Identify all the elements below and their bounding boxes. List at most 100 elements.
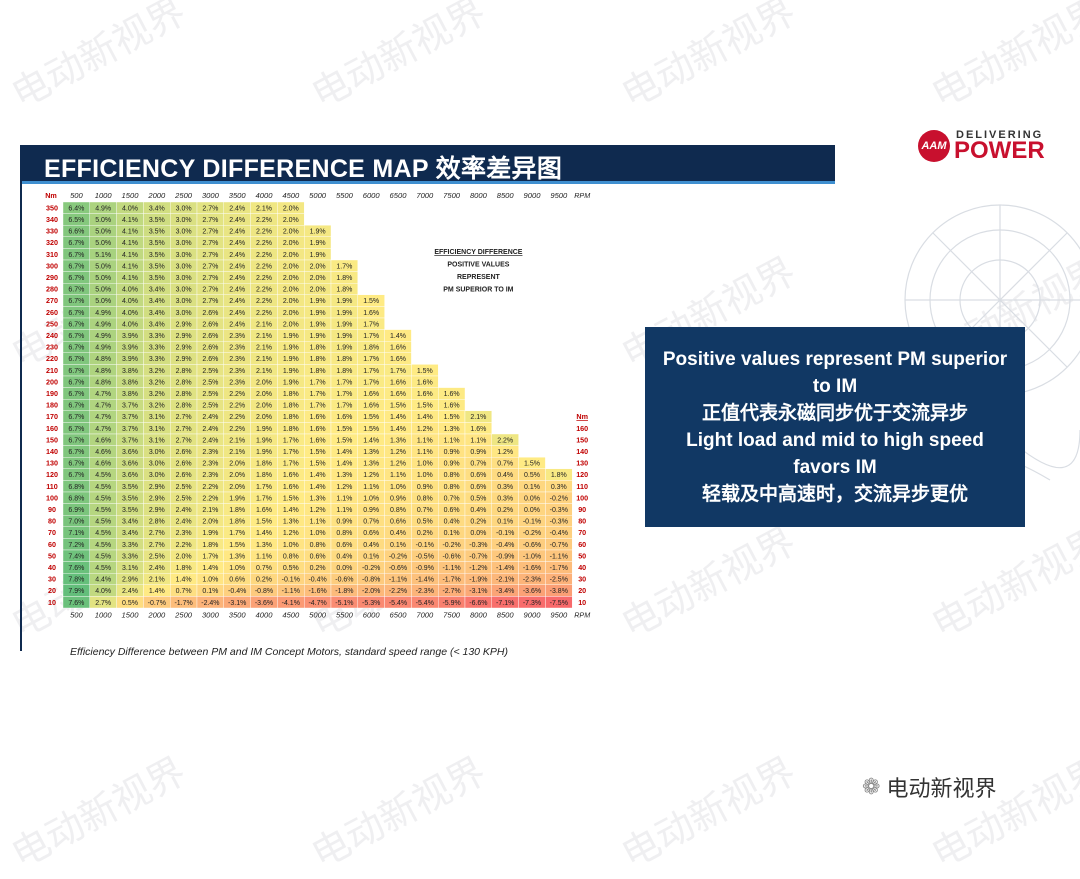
cell-value: 1.6% [310,414,326,421]
cell-value: 3.4% [122,530,138,537]
cell-value: 1.2% [417,426,433,433]
cell-value: 1.0% [390,484,406,491]
cell-value: 1.5% [310,449,326,456]
cell-value: 2.0% [283,321,299,328]
cell-value: 6.8% [68,495,84,502]
nm-tick-right: 60 [578,540,586,549]
nm-tick-right: 160 [576,424,588,433]
cell-value: -0.8% [362,577,380,584]
cell-value: 4.0% [122,205,138,212]
info-line-5: favors IM [793,457,877,478]
cell-value: 2.7% [202,298,218,305]
cell-value: 0.4% [497,472,513,479]
watermark-text: 电动新视界 [614,518,803,647]
cell-value: 6.7% [68,461,84,468]
cell-value: 2.7% [176,437,192,444]
nm-tick-right: 30 [578,575,586,584]
cell-value: 1.9% [256,449,272,456]
cell-value: 1.4% [149,588,165,595]
nm-tick-left: 130 [46,459,58,468]
cell-value: 2.2% [176,542,192,549]
cell-value: 1.2% [283,530,299,537]
cell-value: 0.8% [336,530,352,537]
cell-value: 6.6% [68,229,84,236]
cell-value: 1.7% [363,321,379,328]
cell-value: -3.1% [469,588,487,595]
rpm-tick-top: 9000 [524,191,542,200]
cell-value: 2.8% [176,368,192,375]
cell-value: 1.3% [310,495,326,502]
cell-value: 1.4% [336,449,352,456]
cell-value: 3.0% [176,263,192,270]
cell-value: 0.7% [444,495,460,502]
nm-tick-left: 260 [46,308,58,317]
nm-tick-right: Nm [576,412,588,421]
chart-annotation-line: EFFICIENCY DIFFERENCE [434,249,522,256]
cell-value: 4.5% [95,530,111,537]
cell-value: 1.7% [256,484,272,491]
footer-brand-text: 电动新视界 [886,777,997,802]
cell-value: 2.9% [176,333,192,340]
cell-value: 5.0% [95,217,111,224]
cell-value: 2.7% [202,240,218,247]
cell-value: 2.0% [310,275,326,282]
cell-value: 1.0% [229,565,245,572]
cell-value: 0.8% [417,495,433,502]
cell-value: 1.9% [310,333,326,340]
cell-value: 2.6% [202,310,218,317]
cell-value: 1.7% [363,379,379,386]
cell-value: 2.1% [229,437,245,444]
nm-tick-left: 300 [46,261,58,270]
cell-value: 0.0% [470,530,486,537]
cell-value: -7.3% [523,600,541,607]
nm-tick-left: 30 [48,575,56,584]
cell-value: 2.1% [256,205,272,212]
cell-value: 1.2% [497,449,513,456]
cell-value: 1.0% [417,472,433,479]
nm-tick-right: 100 [576,493,588,502]
cell-value: -0.8% [255,588,273,595]
nm-tick-right: 140 [576,447,588,456]
cell-value: -7.5% [550,600,568,607]
cell-value: 0.7% [497,461,513,468]
cell-value: 2.4% [202,437,218,444]
cell-value: 2.6% [202,321,218,328]
cell-value: 1.1% [336,507,352,514]
cell-value: 7.6% [68,600,84,607]
cell-value: 2.3% [229,356,245,363]
cell-value: -0.2% [442,542,460,549]
cell-value: -0.6% [389,565,407,572]
rpm-tick-top: 1500 [122,191,140,200]
cell-value: 2.1% [256,368,272,375]
cell-value: 1.7% [336,403,352,410]
cell-value: -3.8% [550,588,568,595]
cell-value: 6.7% [68,263,84,270]
cell-value: 0.2% [256,577,272,584]
watermark-text: 电动新视界 [614,0,803,117]
cell-value: -0.3% [550,519,568,526]
cell-value: 2.0% [310,263,326,270]
cell-value: 2.0% [176,553,192,560]
title-bar: EFFICIENCY DIFFERENCE MAP 效率差异图 [20,145,835,184]
cell-value: -1.2% [469,565,487,572]
cell-value: -0.2% [362,565,380,572]
cell-value: 1.9% [283,379,299,386]
cell-value: 3.0% [176,229,192,236]
cell-value: 1.7% [390,368,406,375]
nm-tick-left: 170 [46,412,58,421]
cell-value: -3.1% [228,600,246,607]
cell-value: 1.1% [336,495,352,502]
cell-value: 6.7% [68,298,84,305]
cell-value: -1.0% [523,553,541,560]
cell-value: -0.1% [496,530,514,537]
cell-value: 3.6% [122,449,138,456]
nm-tick-left: 350 [46,203,58,212]
cell-value: -2.4% [201,600,219,607]
cell-value: 1.8% [256,472,272,479]
cell-value: 1.6% [256,507,272,514]
rpm-tick-bottom: 9000 [524,611,542,620]
cell-value: 1.7% [363,356,379,363]
cell-value: 1.4% [256,530,272,537]
cell-value: 0.0% [524,507,540,514]
cell-value: 3.0% [176,298,192,305]
